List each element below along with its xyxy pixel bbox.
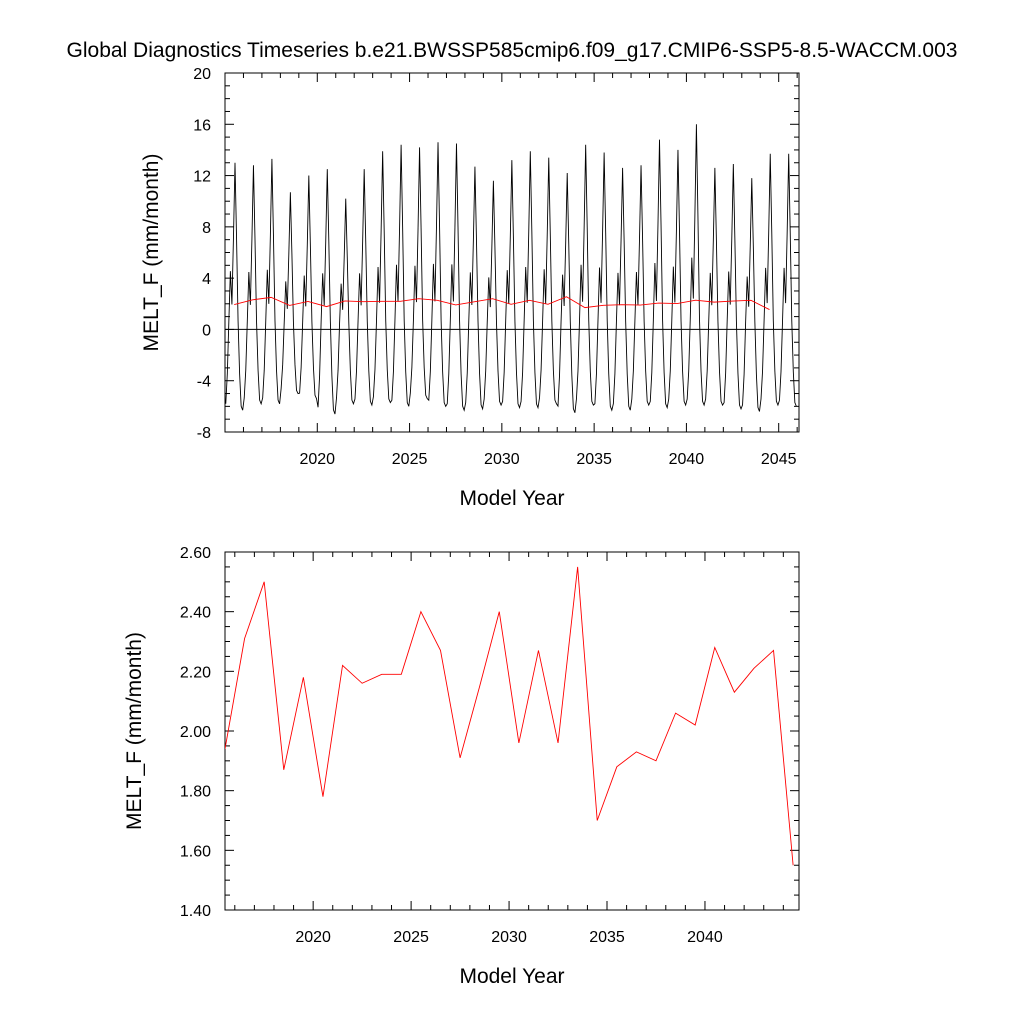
y-tick-label: 2.60 <box>180 545 211 562</box>
x-tick-label: 2040 <box>687 929 723 946</box>
plot-frame <box>224 551 800 911</box>
y-axis-label: MELT_F (mm/month) <box>140 154 163 352</box>
y-tick-label: 20 <box>193 66 211 83</box>
y-tick-label: 2.40 <box>180 605 211 622</box>
bottom-panel: 2020 2025 2030 2035 2040 1.40 1.60 1.80 2.00 2.20… <box>123 545 800 988</box>
series-line-annual-mean <box>234 296 770 310</box>
y-tick-label: 12 <box>193 169 211 186</box>
y-tick-label: -4 <box>197 374 211 391</box>
x-tick-label: 2020 <box>295 929 331 946</box>
top-panel: 2020 2025 2030 2035 2040 2045 -8 -4 0 4 8 12 16 20 Mod… <box>140 66 800 510</box>
x-axis-label: Model Year <box>459 965 564 988</box>
y-tick-label: 16 <box>193 117 211 134</box>
x-tick-label: 2025 <box>392 451 428 468</box>
x-axis-label: Model Year <box>459 487 564 510</box>
x-tick-label: 2035 <box>576 451 612 468</box>
y-tick-label: 4 <box>202 271 211 288</box>
series-line-monthly <box>225 124 797 415</box>
x-tick-label: 2025 <box>393 929 429 946</box>
x-tick-label: 2030 <box>491 929 527 946</box>
y-tick-label: 0 <box>202 322 211 339</box>
x-tick-label: 2040 <box>669 451 705 468</box>
chart-title: Global Diagnostics Timeseries b.e21.BWSS… <box>67 39 958 62</box>
x-tick-label: 2030 <box>484 451 520 468</box>
y-tick-label: 1.80 <box>180 784 211 801</box>
y-tick-label: 1.40 <box>180 903 211 920</box>
y-tick-label: 2.20 <box>180 664 211 681</box>
y-tick-label: 8 <box>202 220 211 237</box>
x-tick-label: 2020 <box>299 451 335 468</box>
y-tick-label: -8 <box>197 425 211 442</box>
x-tick-label: 2035 <box>589 929 625 946</box>
series-line-annual-mean <box>225 566 794 866</box>
y-tick-label: 1.60 <box>180 843 211 860</box>
y-axis-label: MELT_F (mm/month) <box>123 632 146 830</box>
y-tick-label: 2.00 <box>180 724 211 741</box>
x-tick-label: 2045 <box>761 451 797 468</box>
